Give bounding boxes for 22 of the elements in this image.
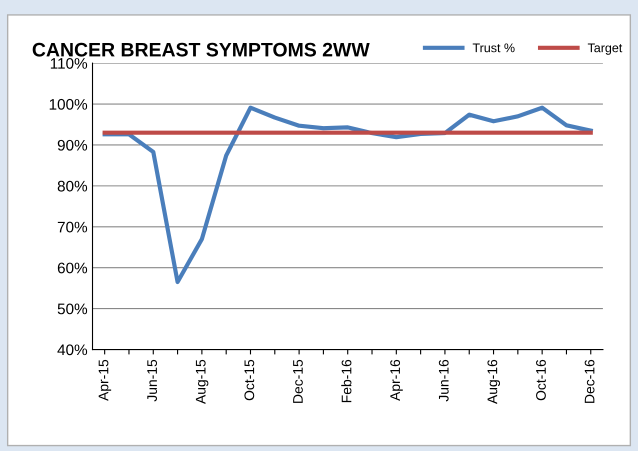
legend-label: Trust %: [472, 43, 515, 52]
x-tick-label: Aug-16: [487, 360, 500, 404]
x-tick-label: Aug-15: [196, 360, 208, 404]
x-tick-label: Jun-15: [147, 360, 157, 402]
x-tick-label: Apr-15: [98, 360, 112, 401]
y-tick-label: 110%: [50, 58, 88, 69]
chart-title: CANCER BREAST SYMPTOMS 2WW: [32, 42, 370, 57]
y-tick-label: 60%: [58, 262, 88, 274]
y-tick-label: 50%: [58, 303, 88, 314]
y-tick-label: 70%: [58, 222, 88, 232]
x-tick-label: Oct-16: [536, 360, 546, 400]
x-tick-label: Dec-15: [293, 360, 303, 403]
y-tick-label: 40%: [57, 344, 88, 356]
x-tick-label: Apr-16: [390, 360, 403, 401]
y-tick-label: 90%: [58, 140, 88, 151]
x-tick-label: Oct-15: [244, 360, 254, 400]
y-tick-label: 80%: [58, 180, 88, 192]
legend-label: Target: [588, 44, 622, 55]
x-tick-label: Dec-16: [584, 360, 594, 403]
x-tick-label: Jun-16: [438, 360, 449, 402]
y-tick-label: 100%: [50, 98, 88, 110]
x-tick-label: Feb-16: [341, 360, 352, 402]
